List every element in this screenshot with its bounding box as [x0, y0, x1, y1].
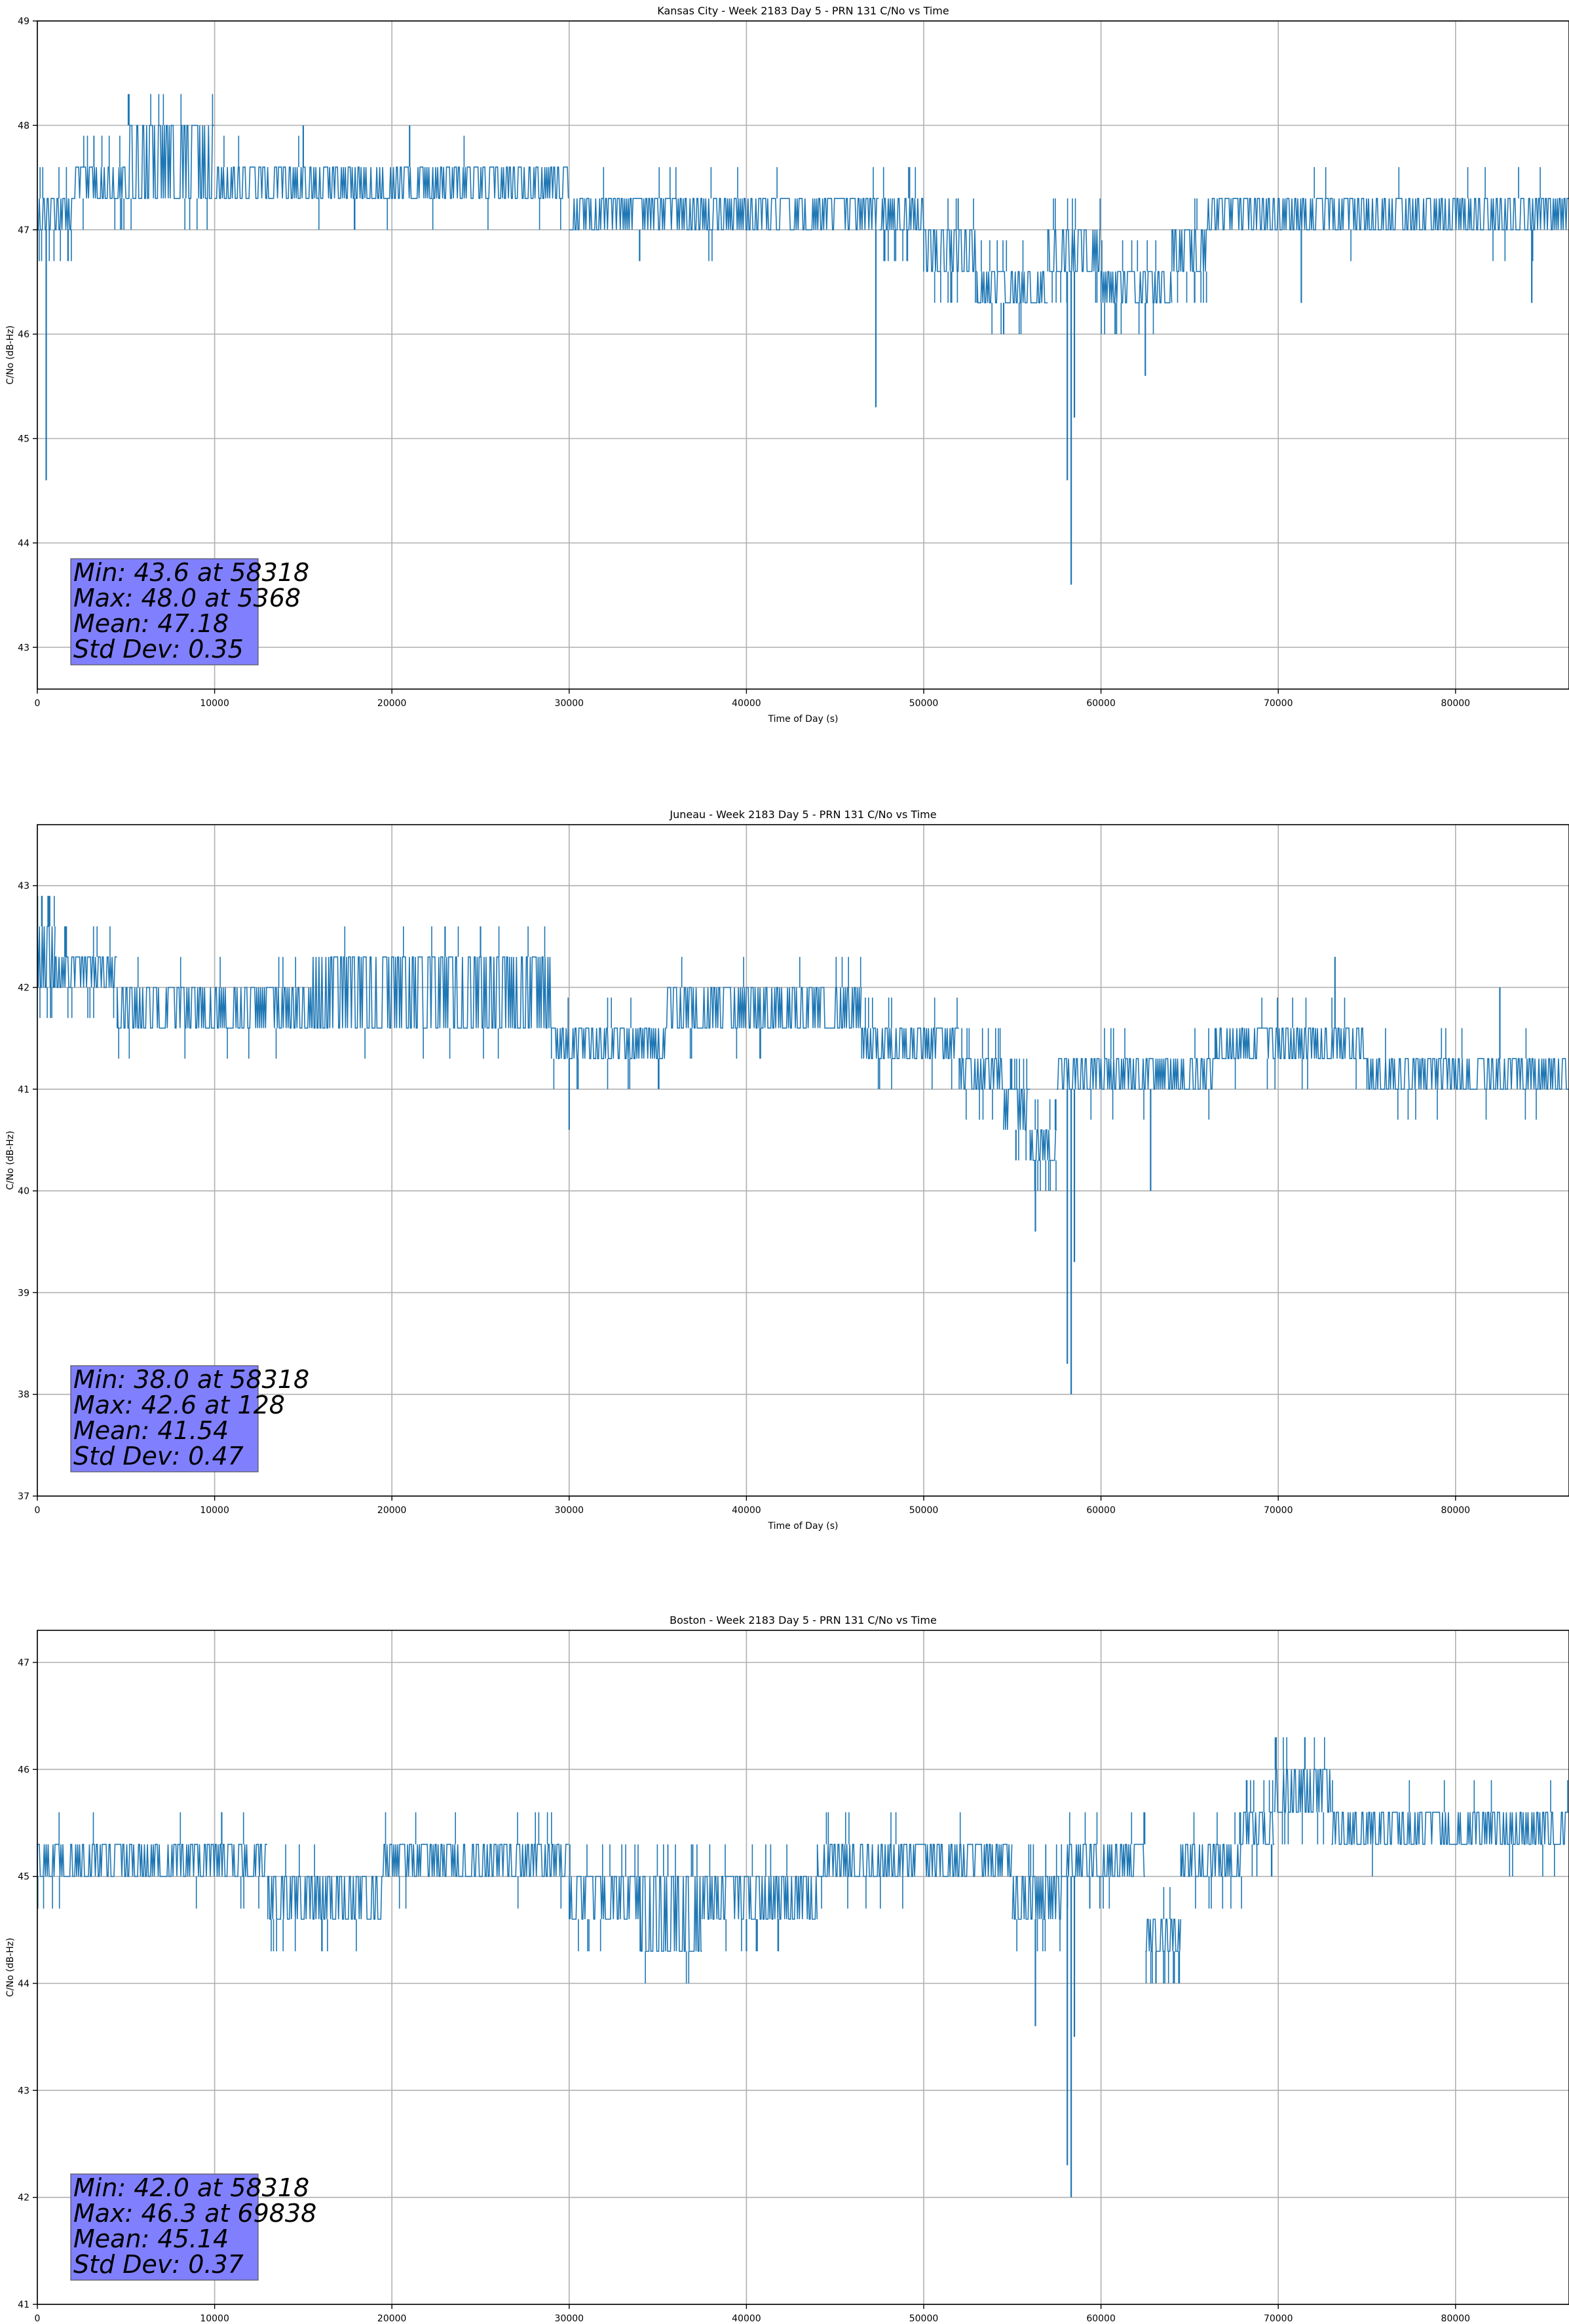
y-tick-label: 39	[18, 1288, 29, 1298]
x-tick-label: 70000	[1264, 2314, 1293, 2324]
series-line	[37, 94, 1569, 335]
x-axis-label: Time of Day (s)	[768, 714, 839, 724]
x-tick-label: 20000	[377, 2314, 407, 2324]
y-tick-label: 45	[18, 434, 29, 445]
x-tick-label: 50000	[909, 2314, 939, 2324]
y-tick-label: 47	[18, 1658, 29, 1668]
x-tick-label: 60000	[1086, 698, 1116, 709]
y-tick-label: 41	[18, 1085, 29, 1095]
axes-frame	[37, 20, 1569, 690]
y-tick-label: 49	[18, 16, 29, 27]
stats-text: Std Dev: 0.35	[73, 635, 244, 664]
stats-text: Max: 48.0 at 5368	[73, 584, 301, 612]
x-tick-label: 30000	[555, 1505, 584, 1516]
y-tick-label: 38	[18, 1390, 29, 1400]
x-tick-label: 10000	[200, 698, 229, 709]
x-tick-label: 20000	[377, 1505, 407, 1516]
series-line	[37, 895, 1568, 1191]
subplots: 0 10000 20000 30000 40000 50000 60000 70000 8000…	[5, 5, 1569, 2324]
y-axis-label: C/No (dB-Hz)	[5, 326, 16, 384]
x-tick-label: 80000	[1441, 2314, 1471, 2324]
chart-panel-0: 0 10000 20000 30000 40000 50000 60000 70000 8000…	[5, 5, 1569, 724]
x-tick-label: 30000	[555, 2314, 584, 2324]
y-tick-label: 43	[18, 2086, 29, 2096]
x-tick-label: 50000	[909, 698, 939, 709]
chart-panel-2: 0 10000 20000 30000 40000 50000 60000 70000 8000…	[5, 1614, 1569, 2324]
y-tick-label: 43	[18, 643, 29, 653]
y-axis-label: C/No (dB-Hz)	[5, 1131, 16, 1190]
chart-title: Boston - Week 2183 Day 5 - PRN 131 C/No …	[670, 1614, 937, 1626]
y-tick-label: 48	[18, 121, 29, 131]
y-tick-label: 44	[18, 538, 29, 549]
x-tick-label: 70000	[1264, 1505, 1293, 1516]
y-tick-label: 45	[18, 1872, 29, 1883]
x-tick-label: 40000	[732, 2314, 761, 2324]
stats-text: Mean: 47.18	[73, 609, 229, 638]
stats-text: Std Dev: 0.37	[73, 2250, 244, 2279]
y-tick-label: 42	[18, 2193, 29, 2203]
stats-text: Max: 42.6 at 128	[73, 1391, 285, 1419]
y-tick-label: 46	[18, 1765, 29, 1775]
x-axis-label: Time of Day (s)	[768, 1521, 839, 1531]
stats-text: Min: 43.6 at 58318	[73, 558, 309, 587]
y-tick-label: 42	[18, 983, 29, 993]
x-tick-label: 50000	[909, 1505, 939, 1516]
x-tick-label: 80000	[1441, 1505, 1471, 1516]
x-tick-label: 0	[35, 1505, 41, 1516]
chart-title: Juneau - Week 2183 Day 5 - PRN 131 C/No …	[669, 808, 936, 821]
y-tick-label: 44	[18, 1979, 29, 1989]
x-tick-label: 40000	[732, 698, 761, 709]
plot-area	[37, 21, 1569, 689]
y-tick-label: 46	[18, 329, 29, 340]
axes-frame	[37, 1630, 1569, 2305]
y-tick-label: 40	[18, 1186, 29, 1197]
y-tick-label: 37	[18, 1491, 29, 1502]
axes-frame	[37, 824, 1569, 1497]
stats-box	[70, 2173, 259, 2281]
stats-box	[70, 558, 259, 665]
x-tick-label: 0	[35, 2314, 41, 2324]
x-tick-label: 30000	[555, 698, 584, 709]
plot-area	[37, 825, 1569, 1496]
x-tick-label: 20000	[377, 698, 407, 709]
stats-text: Max: 46.3 at 69838	[73, 2199, 316, 2228]
stats-text: Mean: 45.14	[73, 2224, 229, 2253]
x-tick-label: 60000	[1086, 2314, 1116, 2324]
x-tick-label: 10000	[200, 1505, 229, 1516]
series-line	[37, 1737, 1568, 1983]
x-tick-label: 10000	[200, 2314, 229, 2324]
x-tick-label: 0	[35, 698, 41, 709]
chart-panel-1: 0 10000 20000 30000 40000 50000 60000 70000 8000…	[5, 808, 1569, 1531]
stats-text: Std Dev: 0.47	[73, 1442, 244, 1471]
x-tick-label: 80000	[1441, 698, 1471, 709]
y-axis-label: C/No (dB-Hz)	[5, 1938, 16, 1996]
stats-text: Min: 42.0 at 58318	[73, 2173, 309, 2202]
x-tick-label: 40000	[732, 1505, 761, 1516]
stats-text: Min: 38.0 at 58318	[73, 1365, 309, 1394]
chart-title: Kansas City - Week 2183 Day 5 - PRN 131 …	[657, 5, 949, 17]
plot-area	[37, 1630, 1569, 2304]
y-tick-label: 43	[18, 881, 29, 891]
y-tick-label: 41	[18, 2300, 29, 2310]
stats-box	[70, 1365, 259, 1472]
stats-text: Mean: 41.54	[73, 1416, 229, 1445]
x-tick-label: 60000	[1086, 1505, 1116, 1516]
x-tick-label: 70000	[1264, 698, 1293, 709]
y-tick-label: 47	[18, 225, 29, 236]
